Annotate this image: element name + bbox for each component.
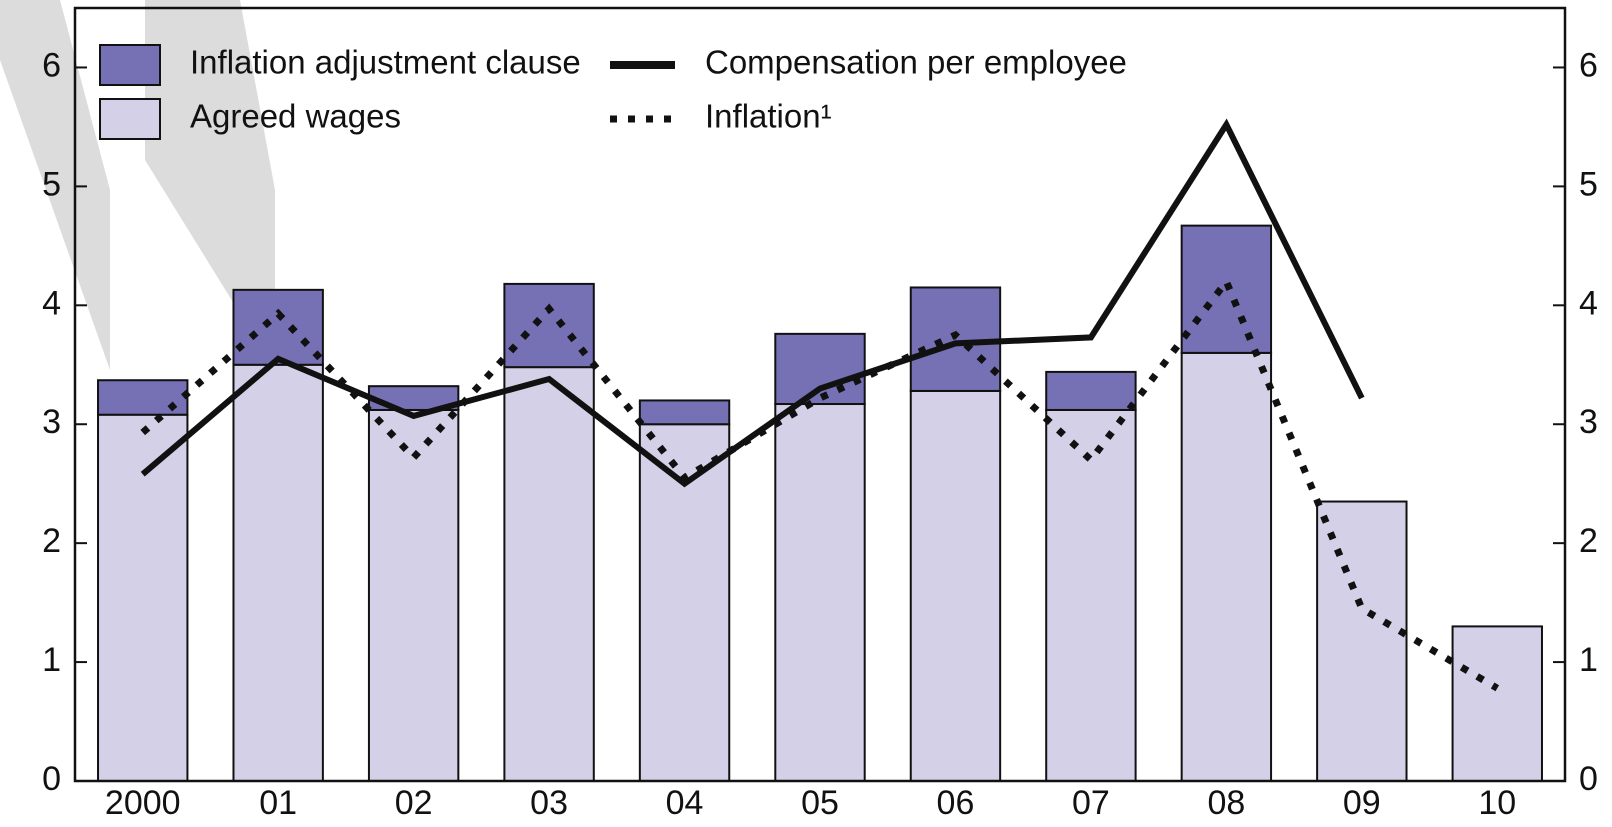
legend-label: Inflation¹: [705, 98, 832, 135]
bar: [638, 399, 731, 426]
line: [140, 274, 1500, 692]
legend-label: Compensation per employee: [705, 44, 1127, 81]
x-tick-label: 06: [937, 784, 975, 822]
bar: [1316, 500, 1408, 782]
x-tick-label: 10: [1478, 784, 1516, 822]
y-tick-label: 4: [42, 284, 61, 322]
bar: [774, 403, 866, 782]
plot: [97, 118, 1543, 783]
y2-tick-label: 3: [1579, 403, 1598, 441]
y-tick-label: 6: [42, 46, 61, 84]
bar: [503, 282, 595, 369]
y2-tick-label: 6: [1579, 46, 1598, 84]
y-tick-label: 5: [42, 165, 61, 203]
line: [140, 118, 1365, 488]
y2-tick-label: 0: [1579, 760, 1598, 798]
bar: [1451, 625, 1543, 783]
y2-tick-label: 4: [1579, 284, 1598, 322]
x-tick-label: 01: [259, 784, 297, 822]
bar: [909, 389, 1002, 782]
legend-swatch: [99, 44, 161, 86]
bar: [232, 363, 324, 782]
bar: [367, 408, 460, 782]
x-tick-label: 07: [1072, 784, 1110, 822]
x-tick-label: 02: [395, 784, 433, 822]
x-tick-label: 09: [1343, 784, 1381, 822]
bar: [1180, 351, 1273, 782]
y-tick-label: 2: [42, 522, 61, 560]
x-tick-label: 2000: [105, 784, 181, 822]
x-tick-label: 03: [530, 784, 568, 822]
bar: [1045, 408, 1137, 782]
bar: [232, 288, 324, 366]
bar: [1045, 370, 1137, 411]
bar: [97, 413, 189, 782]
y2-tick-label: 2: [1579, 522, 1598, 560]
legend-label: Agreed wages: [190, 98, 401, 135]
legend-swatch: [99, 98, 161, 140]
bar: [774, 332, 866, 406]
x-tick-label: 04: [666, 784, 704, 822]
legend-label: Inflation adjustment clause: [190, 44, 581, 81]
y2-tick-label: 5: [1579, 165, 1598, 203]
bar: [503, 366, 595, 782]
y2-tick-label: 1: [1579, 641, 1598, 679]
y-tick-label: 0: [42, 760, 61, 798]
y-tick-label: 1: [42, 641, 61, 679]
y-tick-label: 3: [42, 403, 61, 441]
x-tick-label: 08: [1207, 784, 1245, 822]
plot-frame: [73, 6, 1567, 783]
watermark: [0, 0, 275, 370]
legend: Inflation adjustment clause Agreed wages C…: [99, 44, 1127, 140]
x-tick-label: 05: [801, 784, 839, 822]
